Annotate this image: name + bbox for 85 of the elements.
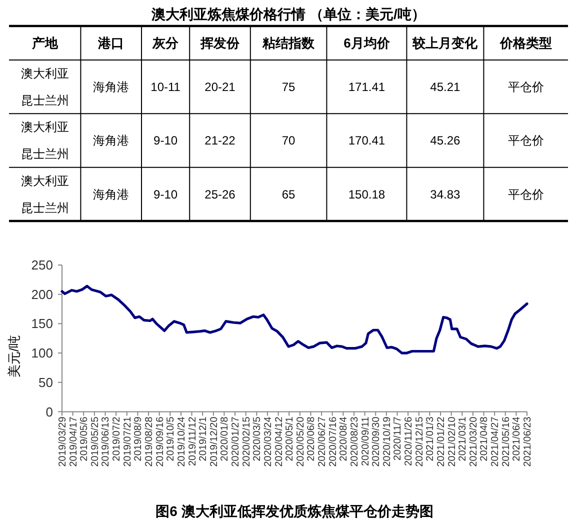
table-cell: 34.83	[430, 187, 460, 202]
table-cell: 75	[282, 80, 296, 94]
y-tick-label: 50	[38, 374, 53, 390]
x-tick-label: 2021/06/23	[522, 416, 534, 467]
x-tick-label: 2020/09/11	[360, 416, 372, 466]
table-cell: 21-22	[204, 134, 236, 148]
x-tick-label: 2019/10/5	[166, 416, 177, 462]
x-tick-label: 2019/12/20	[208, 416, 220, 467]
table-cell: 25-26	[204, 187, 236, 202]
x-tick-label: 2020/02/15	[241, 416, 252, 467]
x-tick-label: 2021/03/20	[468, 416, 480, 467]
table-cell: 10-11	[150, 80, 180, 94]
table-cell: 20-21	[204, 80, 236, 94]
x-tick-label: 2020/11/26	[404, 416, 415, 466]
table-header: 较上月变化	[412, 36, 478, 51]
x-tick-label: 2020/10/19	[382, 416, 393, 467]
table-cell: 海角港	[93, 80, 130, 94]
x-tick-label: 2020/11/7	[392, 416, 404, 460]
x-tick-label: 2020/06/27	[317, 416, 328, 467]
x-tick-label: 2021/03/1	[458, 416, 469, 462]
x-tick-label: 2020/01/27	[230, 416, 242, 467]
x-tick-label: 2020/08/23	[349, 416, 360, 467]
table-cell: 45.21	[430, 80, 460, 94]
table-cell: 海角港	[93, 187, 130, 202]
x-tick-label: 2019/05/6	[79, 416, 90, 462]
table-cell: 9-10	[154, 187, 178, 202]
x-tick-label: 2019/09/16	[154, 416, 166, 467]
x-tick-label: 2020/07/16	[328, 416, 339, 467]
x-tick-label: 2020/08/4	[338, 416, 350, 462]
table-header: 港口	[98, 36, 124, 51]
table-cell: 澳大利亚昆士兰州	[20, 174, 69, 215]
y-tick-label: 100	[31, 346, 53, 361]
table-cell: 平仓价	[508, 80, 544, 94]
table-header: 6月均价	[344, 36, 390, 51]
x-tick-label: 2021/02/10	[446, 416, 458, 467]
y-tick-label: 0	[46, 404, 53, 420]
table-cell: 170.41	[348, 134, 386, 148]
x-tick-label: 2019/07/2	[112, 416, 123, 462]
x-tick-label: 2020/01/8	[220, 416, 231, 462]
x-tick-label: 2020/05/20	[295, 416, 306, 467]
x-tick-label: 2020/03/24	[262, 416, 274, 467]
table-title: 澳大利亚炼焦煤价格行情 （单位：美元/吨）	[152, 6, 426, 22]
x-tick-label: 2019/05/25	[90, 416, 101, 467]
x-tick-label: 2021/04/27	[490, 416, 502, 467]
x-tick-label: 2019/12/1	[198, 416, 210, 462]
table-cell: 150.18	[348, 187, 386, 202]
table-header: 挥发份	[200, 36, 240, 51]
table-cell: 9-10	[154, 134, 178, 148]
x-tick-label: 2020/05/1	[284, 416, 296, 462]
table-header: 产地	[32, 36, 58, 51]
table-cell: 平仓价	[508, 134, 544, 148]
table-header: 粘结指数	[262, 36, 315, 51]
table-cell: 65	[282, 187, 296, 202]
y-axis-title: 美元/吨	[6, 335, 22, 378]
table-cell: 海角港	[93, 134, 130, 148]
x-tick-label: 2019/07/21	[122, 416, 134, 467]
table-header: 灰分	[152, 36, 179, 51]
x-tick-label: 2019/08/9	[133, 416, 144, 462]
y-tick-label: 200	[31, 286, 53, 302]
x-tick-label: 2019/08/28	[144, 416, 155, 467]
y-tick-label: 150	[31, 316, 53, 332]
table-cell: 171.41	[348, 80, 386, 94]
x-tick-label: 2019/06/13	[100, 416, 112, 467]
table-header: 价格类型	[500, 36, 552, 51]
x-tick-label: 2021/04/8	[479, 416, 490, 462]
x-tick-label: 2021/06/4	[512, 416, 523, 462]
x-tick-label: 2020/12/15	[414, 416, 426, 467]
x-tick-label: 2019/03/29	[58, 416, 68, 467]
x-tick-label: 2021/01/22	[436, 416, 447, 467]
x-tick-label: 2021/01/3	[425, 416, 436, 462]
table-cell: 澳大利亚昆士兰州	[20, 120, 69, 162]
x-tick-label: 2020/06/8	[306, 416, 318, 462]
table-cell: 70	[282, 134, 296, 148]
x-tick-label: 2020/03/5	[252, 416, 264, 462]
x-tick-label: 2019/11/12	[187, 416, 198, 466]
x-tick-label: 2019/04/17	[68, 416, 80, 467]
x-tick-label: 2020/09/30	[371, 416, 382, 467]
x-tick-label: 2021/05/16	[500, 416, 512, 467]
table-cell: 45.26	[430, 134, 460, 148]
x-tick-label: 2019/10/24	[176, 416, 188, 467]
chart-title: 图6 澳大利亚低挥发优质炼焦煤平仓价走势图	[156, 502, 434, 519]
y-tick-label: 250	[31, 258, 53, 273]
table-cell: 澳大利亚昆士兰州	[20, 66, 69, 108]
table-cell: 平仓价	[508, 187, 544, 202]
x-tick-label: 2020/04/12	[274, 416, 285, 467]
